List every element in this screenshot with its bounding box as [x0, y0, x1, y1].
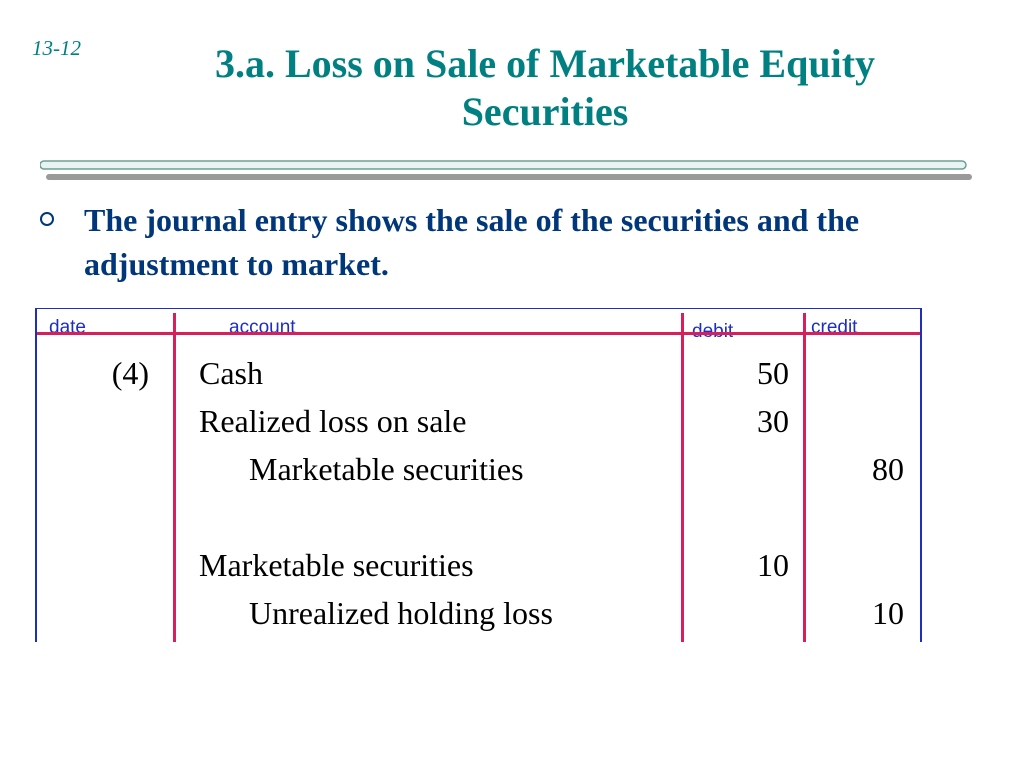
row-2-account: Realized loss on sale: [199, 403, 467, 439]
title-divider: [40, 160, 972, 180]
row-1-account: Cash: [199, 355, 263, 391]
hollow-circle-bullet-icon: [40, 212, 54, 226]
bullet-point: The journal entry shows the sale of the …: [40, 198, 1000, 286]
column-rule-date: [173, 313, 176, 642]
row-5-credit: 10: [872, 595, 904, 631]
row-4-debit: 10: [757, 547, 789, 583]
journal-entry-ledger: date account debit credit (4) Cash 50 Re…: [35, 308, 922, 642]
slide-title: 3.a. Loss on Sale of Marketable Equity S…: [214, 41, 876, 134]
header-debit: debit: [692, 321, 733, 343]
bullet-text: The journal entry shows the sale of the …: [84, 202, 860, 282]
row-3-credit: 80: [872, 451, 904, 487]
row-1-date: (4): [111, 355, 149, 391]
header-rule: [37, 332, 920, 335]
row-1-debit: 50: [757, 355, 789, 391]
column-rule-debit: [681, 313, 684, 642]
header-account: account: [229, 317, 296, 338]
header-date: date: [49, 317, 86, 338]
header-credit: credit: [811, 317, 858, 338]
row-5-account: Unrealized holding loss: [249, 595, 553, 631]
column-rule-credit: [803, 313, 806, 642]
row-4-account: Marketable securities: [199, 547, 474, 583]
row-2-debit: 30: [757, 403, 789, 439]
row-3-account: Marketable securities: [249, 451, 524, 487]
slide-number: 13-12: [32, 36, 81, 60]
